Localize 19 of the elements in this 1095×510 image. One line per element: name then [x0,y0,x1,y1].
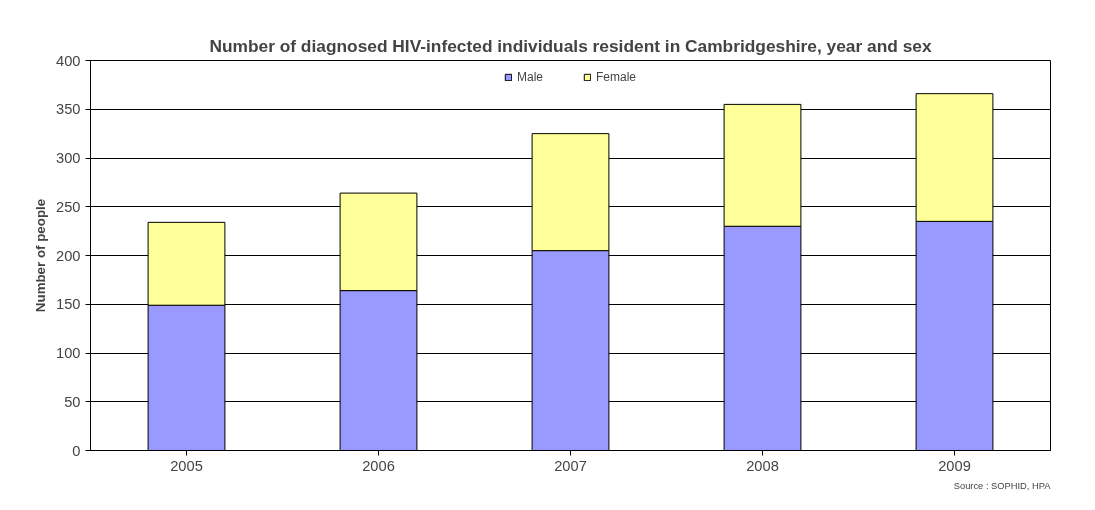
chart-title: Number of diagnosed HIV-infected individuals resident in Cambridgeshire, year and sex [209,35,932,56]
legend-label: Female [596,70,637,84]
y-tick-label: 150 [56,296,81,313]
y-tick-label: 200 [56,247,81,264]
legend-label: Male [516,70,543,84]
x-tick-label: 2005 [170,457,203,474]
x-tick-label: 2007 [554,457,587,474]
x-tick-label: 2008 [746,457,779,474]
y-tick-label: 400 [56,52,81,69]
x-tick-label: 2009 [938,457,971,474]
y-tick-label: 50 [64,393,81,410]
y-axis-title: Number of people [33,198,49,313]
x-tick-label: 2006 [362,457,395,474]
y-tick-label: 100 [56,345,81,361]
y-tick-label: 0 [72,442,81,459]
source-note: Source : SOPHID, HPA [953,480,1052,491]
y-tick-label: 300 [56,150,81,166]
y-tick-label: 250 [56,198,81,215]
y-tick-label: 350 [56,101,81,118]
